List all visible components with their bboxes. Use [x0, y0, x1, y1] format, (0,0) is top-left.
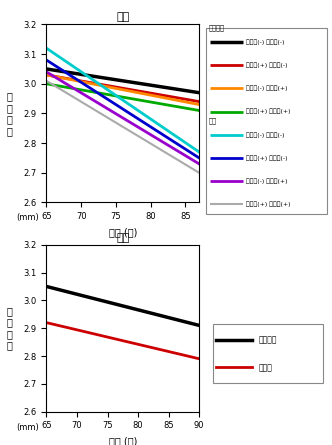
Text: (mm): (mm)	[16, 213, 39, 222]
Title: 남성: 남성	[116, 233, 129, 243]
Y-axis label: 뇌
수
선
피: 뇌 수 선 피	[7, 91, 13, 136]
Text: 고혈압(-) 당뇨병(-): 고혈압(-) 당뇨병(-)	[246, 39, 285, 45]
Text: 고혈압(-) 당뇨병(+): 고혈압(-) 당뇨병(+)	[246, 85, 288, 91]
Text: 정상체중: 정상체중	[259, 336, 277, 344]
Text: 비만: 비만	[209, 117, 217, 124]
Text: 고혈압(+) 당뇨병(+): 고혈압(+) 당뇨병(+)	[246, 202, 290, 207]
X-axis label: 나이 (세): 나이 (세)	[109, 436, 137, 445]
Text: 고혈압(+) 당뇨병(-): 고혈압(+) 당뇨병(-)	[246, 62, 288, 68]
Text: 고혈압(-) 당뇨병(+): 고혈압(-) 당뇨병(+)	[246, 178, 288, 184]
Text: 고혈압(+) 당뇨병(-): 고혈압(+) 당뇨병(-)	[246, 155, 288, 161]
Text: 저체중: 저체중	[259, 363, 273, 372]
Text: 고혈압(-) 당뇨병(-): 고혈압(-) 당뇨병(-)	[246, 132, 285, 138]
Text: (mm): (mm)	[16, 423, 39, 432]
X-axis label: 나이 (세): 나이 (세)	[109, 227, 137, 237]
Text: 정상체중: 정상체중	[209, 24, 225, 31]
FancyBboxPatch shape	[213, 324, 323, 383]
Y-axis label: 뇌
수
선
피: 뇌 수 선 피	[7, 306, 13, 351]
Title: 여성: 여성	[116, 12, 129, 22]
FancyBboxPatch shape	[207, 28, 326, 214]
Text: 고혈압(+) 당뇨병(+): 고혈압(+) 당뇨병(+)	[246, 109, 290, 114]
